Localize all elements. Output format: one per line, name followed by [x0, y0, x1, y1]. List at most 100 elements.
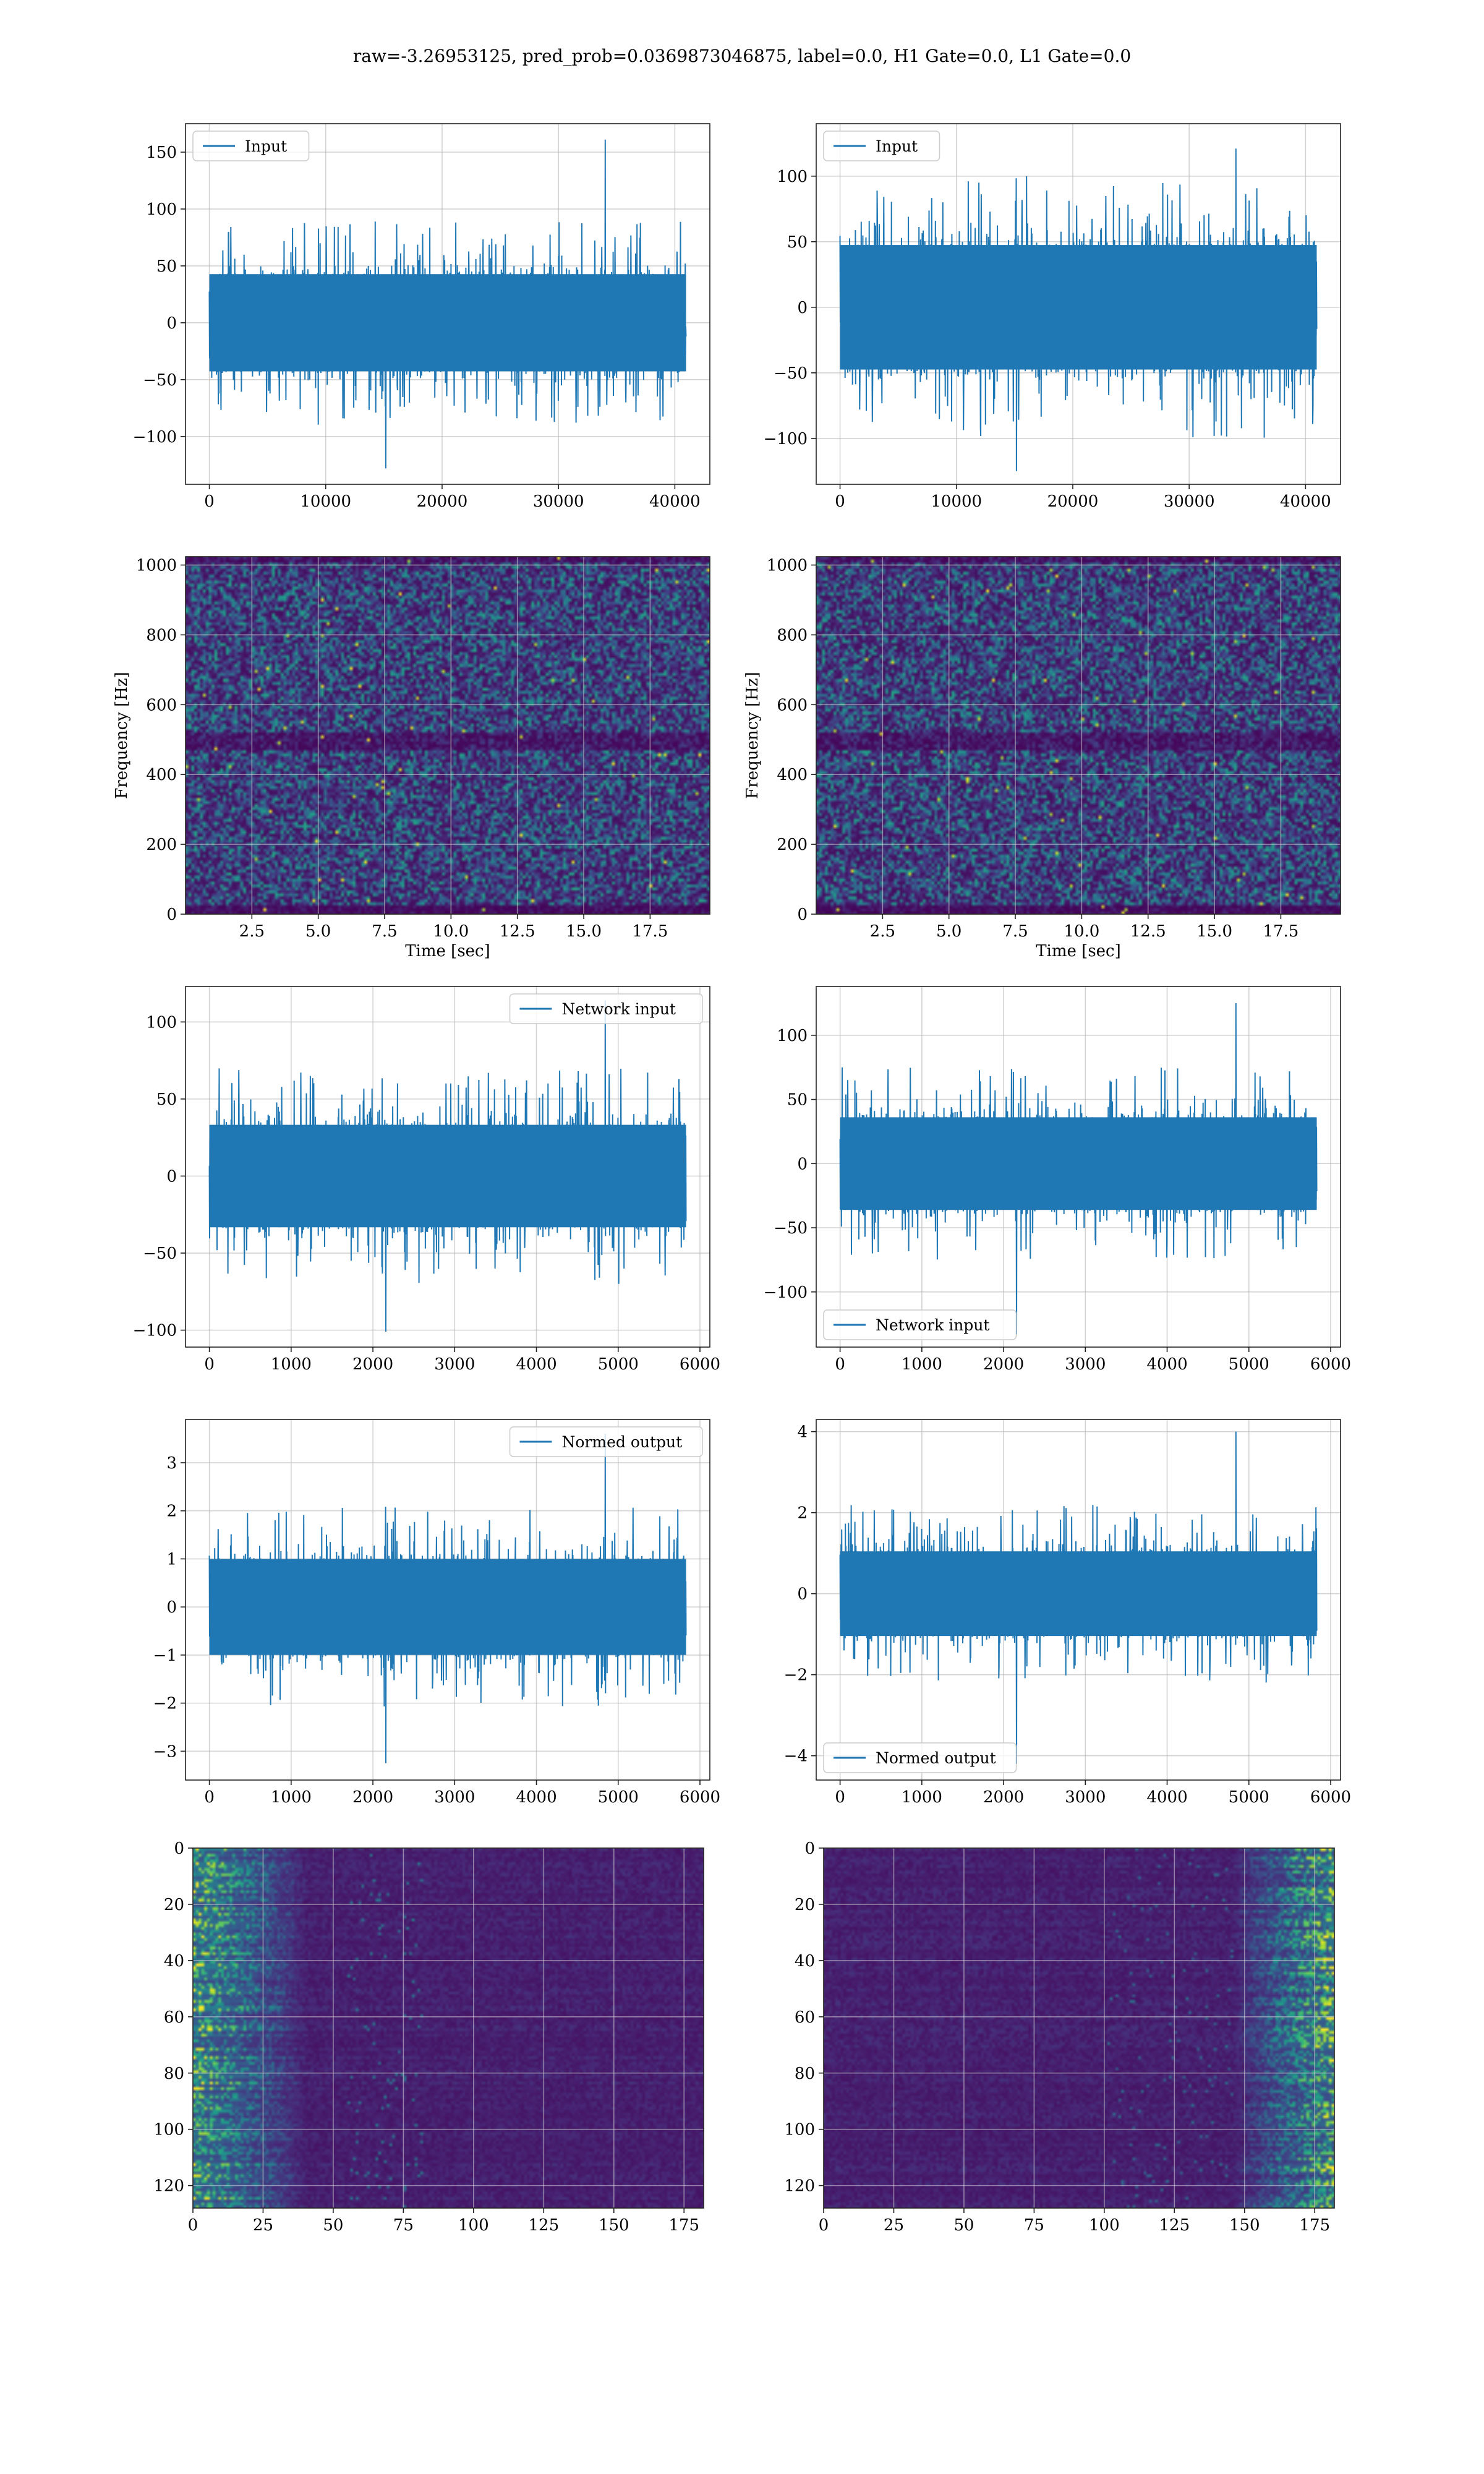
h1-input-frame [185, 123, 710, 485]
x-tick-label: 175 [1299, 2216, 1330, 2235]
x-tick-label: 4000 [516, 1355, 556, 1374]
x-tick-label: 4000 [1146, 1355, 1187, 1374]
y-tick-label: 40 [164, 1952, 184, 1971]
y-tick-label: 4 [797, 1423, 808, 1442]
y-tick-label: 0 [166, 905, 177, 924]
x-tick-label: 5000 [1229, 1788, 1269, 1807]
l1-spectrogram-ylabel: Frequency [Hz] [743, 672, 762, 799]
h1-spectrogram-image [186, 557, 710, 914]
y-tick-label: 0 [166, 1598, 177, 1617]
y-tick-label: 80 [164, 2065, 184, 2083]
y-tick-label: −2 [784, 1666, 808, 1685]
y-tick-label: 0 [166, 314, 177, 333]
h1-activations-image [193, 1848, 704, 2208]
y-tick-label: −50 [143, 1244, 177, 1263]
x-tick-label: 0 [204, 1355, 215, 1374]
h1-network-input-series-core [209, 1124, 686, 1228]
figure-title: raw=-3.26953125, pred_prob=0.03698730468… [353, 46, 1131, 66]
y-tick-label: −100 [764, 430, 808, 448]
l1-input-legend: Input [823, 131, 940, 161]
x-tick-label: 30000 [1164, 492, 1215, 511]
y-tick-label: 600 [777, 696, 808, 714]
x-tick-label: 10.0 [1064, 922, 1099, 941]
x-tick-label: 15.0 [566, 922, 602, 941]
x-tick-label: 100 [1089, 2216, 1120, 2235]
y-tick-label: −100 [764, 1283, 808, 1302]
y-tick-label: 0 [804, 1839, 815, 1858]
x-tick-label: 2000 [352, 1355, 393, 1374]
y-tick-label: −4 [784, 1747, 808, 1766]
y-tick-label: 120 [153, 2177, 184, 2196]
x-tick-label: 3000 [434, 1788, 475, 1807]
x-tick-label: 20000 [1047, 492, 1099, 511]
x-tick-label: 6000 [1310, 1788, 1351, 1807]
x-tick-label: 2000 [983, 1355, 1024, 1374]
x-tick-label: 3000 [434, 1355, 475, 1374]
legend-frame [823, 131, 940, 161]
x-tick-label: 50 [953, 2216, 974, 2235]
l1-network-input-series-core [840, 1117, 1317, 1210]
l1-spectrogram-image [816, 557, 1341, 914]
x-tick-label: 6000 [680, 1355, 720, 1374]
l1-spectrogram-axes: 2.5 5.0 7.5 10.0 12.5 15.0 17.5 0 200 400 600 800 10… [743, 556, 1341, 961]
y-tick-label: 40 [795, 1952, 815, 1971]
y-tick-label: 2 [166, 1502, 177, 1521]
h1-activations-axes: 0 25 50 75 100 125 150 175 0 20 40 60 80 100 120 [153, 1839, 704, 2235]
l1-normed-output-frame [816, 1419, 1341, 1781]
y-tick-label: −3 [153, 1742, 177, 1761]
y-tick-label: 150 [146, 143, 177, 162]
x-tick-label: 6000 [1310, 1355, 1351, 1374]
legend-label: Input [876, 137, 918, 155]
x-tick-label: 4000 [1146, 1788, 1187, 1807]
x-tick-label: 1000 [271, 1355, 312, 1374]
h1-spectrogram-xlabel: Time [sec] [405, 942, 490, 961]
x-tick-label: 15.0 [1196, 922, 1232, 941]
h1-activations-frame [192, 1847, 704, 2209]
x-tick-label: 10000 [931, 492, 982, 511]
l1-network-input-legend: Network input [823, 1309, 1017, 1340]
y-tick-label: 200 [146, 836, 177, 854]
y-tick-label: 800 [146, 626, 177, 644]
x-tick-label: 0 [835, 1355, 845, 1374]
y-tick-label: −1 [153, 1646, 177, 1665]
l1-normed-output-legend: Normed output [823, 1742, 1017, 1773]
y-tick-label: 60 [164, 2008, 184, 2027]
x-tick-label: 12.5 [1130, 922, 1166, 941]
x-tick-label: 17.5 [632, 922, 668, 941]
y-tick-label: 100 [146, 1013, 177, 1032]
l1-spectrogram-grid [816, 557, 1341, 915]
x-tick-label: 5.0 [936, 922, 962, 941]
legend-frame [192, 131, 310, 161]
x-tick-label: 5.0 [305, 922, 331, 941]
y-tick-label: 1000 [136, 557, 177, 575]
x-tick-label: 3000 [1065, 1788, 1106, 1807]
x-tick-label: 0 [835, 492, 845, 511]
h1-normed-output-frame [185, 1419, 710, 1781]
y-tick-label: 1 [166, 1550, 177, 1569]
y-tick-label: 0 [797, 905, 808, 924]
y-tick-label: −2 [153, 1695, 177, 1713]
y-tick-label: 0 [797, 1155, 808, 1173]
y-tick-label: 100 [146, 200, 177, 219]
h1-spectrogram-ylabel: Frequency [Hz] [113, 672, 131, 799]
x-tick-label: 100 [458, 2216, 489, 2235]
y-tick-label: 400 [146, 766, 177, 784]
x-tick-label: 5000 [598, 1355, 639, 1374]
y-tick-label: 3 [166, 1454, 177, 1473]
legend-frame [509, 993, 703, 1024]
legend-label: Input [245, 137, 287, 155]
x-tick-label: 5000 [598, 1788, 639, 1807]
y-tick-label: 50 [787, 1091, 808, 1110]
y-tick-label: 2 [797, 1504, 808, 1523]
x-tick-label: 10000 [300, 492, 351, 511]
x-tick-label: 25 [253, 2216, 273, 2235]
y-tick-label: −100 [133, 428, 177, 447]
l1-spectrogram-xlabel: Time [sec] [1036, 942, 1121, 961]
l1-normed-output-series-core [840, 1551, 1317, 1637]
l1-activations-frame [823, 1847, 1335, 2209]
x-tick-label: 40000 [649, 492, 701, 511]
y-tick-label: 600 [146, 696, 177, 714]
x-tick-label: 7.5 [372, 922, 397, 941]
y-tick-label: 800 [777, 626, 808, 644]
